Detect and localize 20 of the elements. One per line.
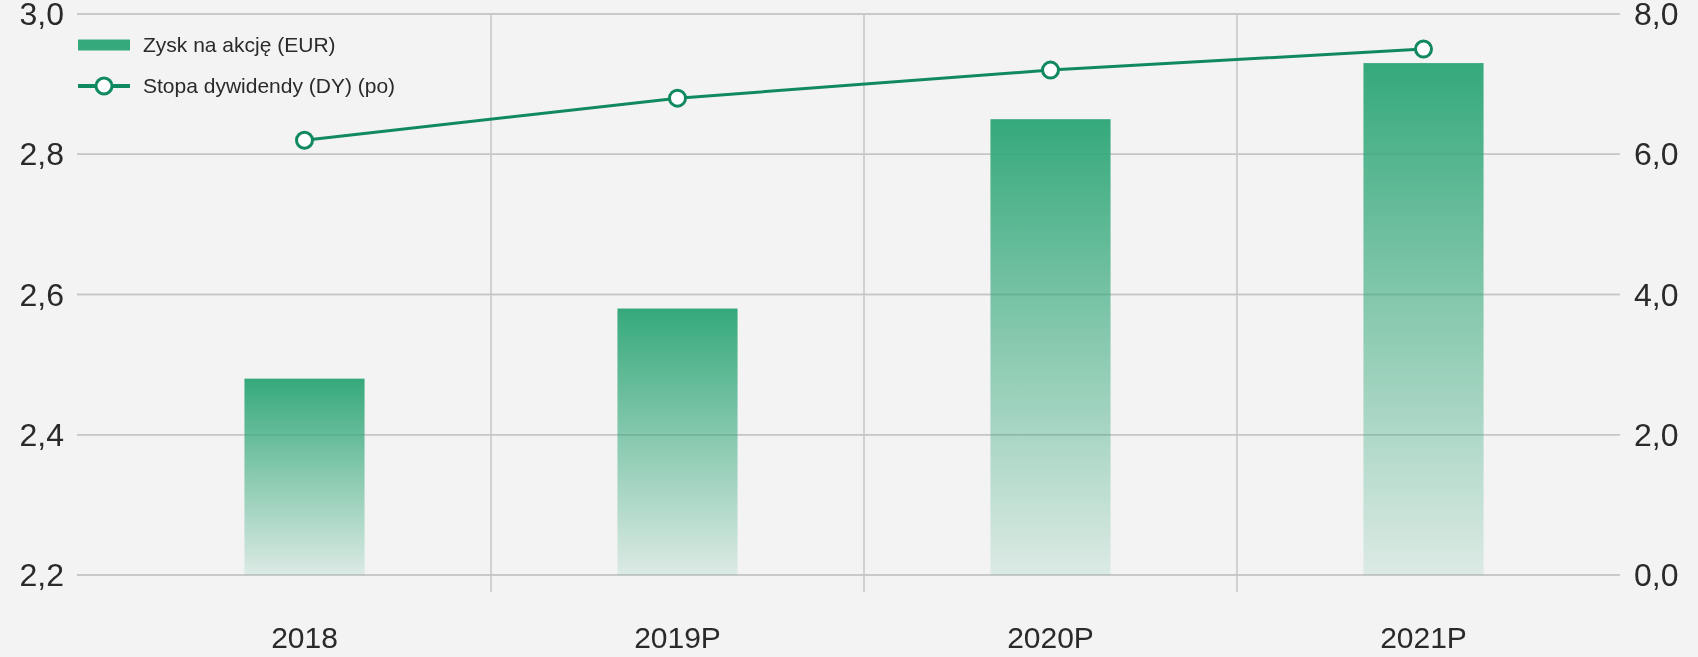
x-tick-label: 2018 <box>271 621 338 654</box>
x-tick-label: 2019P <box>634 621 721 654</box>
y-tick-label: 2,8 <box>19 136 64 173</box>
legend-label: Zysk na akcję (EUR) <box>143 33 336 57</box>
point <box>295 130 314 150</box>
y2-tick-label: 8,0 <box>1634 0 1679 33</box>
point <box>1414 39 1433 59</box>
y2-tick-label: 6,0 <box>1634 136 1679 173</box>
y2-tick-label: 4,0 <box>1634 276 1679 313</box>
y-tick-label: 2,2 <box>19 557 64 594</box>
legend-label: Stopa dywidendy (DY) (po) <box>143 74 396 98</box>
point <box>1041 60 1060 80</box>
y2-tick-label: 2,0 <box>1634 416 1679 453</box>
x-tick-label: 2020P <box>1007 621 1094 654</box>
y-tick-label: 2,6 <box>19 276 64 313</box>
x-tick-label: 2021P <box>1380 621 1467 654</box>
y-tick-label: 3,0 <box>19 0 64 33</box>
y2-tick-label: 0,0 <box>1634 557 1679 594</box>
y-tick-label: 2,4 <box>19 416 64 453</box>
point <box>668 88 687 108</box>
